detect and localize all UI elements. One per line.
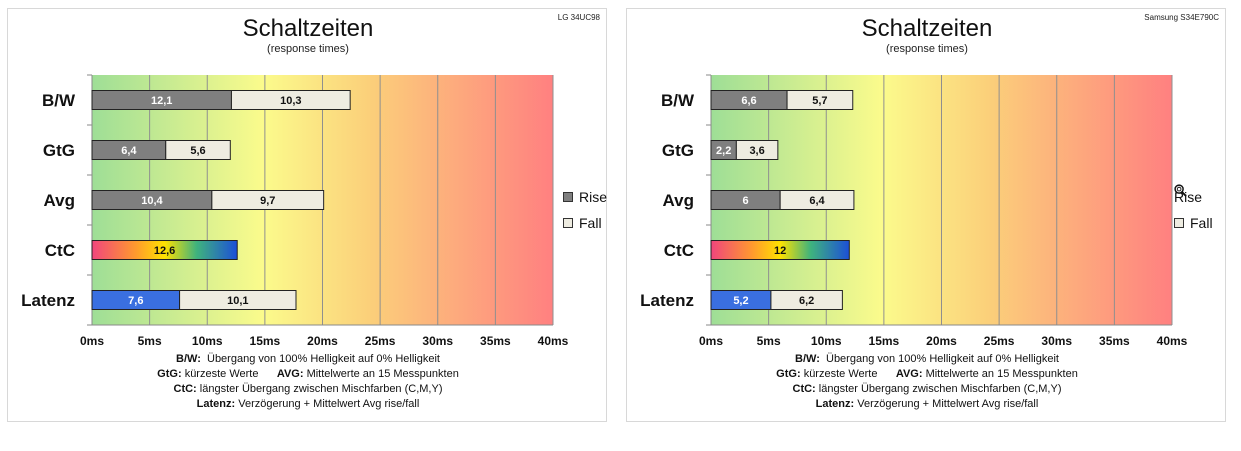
x-tick-label: 15ms xyxy=(250,334,281,348)
chart-title: Schaltzeiten xyxy=(242,15,374,42)
ctc-value-label: 12,6 xyxy=(154,245,175,257)
note-latenz: Latenz: Verzögerung + Mittelwert Avg ris… xyxy=(196,398,420,410)
x-tick-label: 15ms xyxy=(869,334,900,348)
note-gtg-avg: GtG: kürzeste Werte AVG: Mittelwerte an … xyxy=(776,368,1078,380)
legend-item-fall: Fall xyxy=(563,210,607,236)
rise-bar-value-label: 2,2 xyxy=(716,145,731,157)
category-label: CtC xyxy=(45,241,75,260)
chart-panel-right: Samsung S34E790C Schaltzeiten (response … xyxy=(626,8,1226,422)
rise-bar-value-label: 6 xyxy=(743,195,749,207)
rise-bar-value-label: 6,4 xyxy=(121,145,137,157)
fall-bar xyxy=(179,290,297,310)
x-tick-label: 5ms xyxy=(757,334,781,348)
legend-label-fall: Fall xyxy=(1190,215,1213,231)
x-tick-label: 5ms xyxy=(138,334,162,348)
category-label: B/W xyxy=(661,91,695,110)
chart-legend: Rise Fall xyxy=(1174,184,1213,236)
ctc-bar xyxy=(710,240,850,260)
category-label: GtG xyxy=(43,141,75,160)
fall-bar xyxy=(735,140,779,160)
fall-bar xyxy=(786,90,854,110)
ctc-value-label: 12 xyxy=(774,245,786,257)
note-gtg-avg: GtG: kürzeste Werte AVG: Mittelwerte an … xyxy=(157,368,459,380)
fall-bar-value-label: 3,6 xyxy=(749,145,764,157)
rise-bar-value-label: 10,4 xyxy=(141,195,163,207)
x-tick-label: 25ms xyxy=(365,334,396,348)
x-tick-label: 40ms xyxy=(538,334,569,348)
legend-item-rise: Rise xyxy=(1174,184,1213,210)
ctc-bar xyxy=(91,240,238,260)
x-tick-label: 35ms xyxy=(1099,334,1130,348)
magnifier-icon xyxy=(1174,184,1187,197)
chart-subtitle: (response times) xyxy=(267,43,349,55)
x-tick-label: 30ms xyxy=(1041,334,1072,348)
category-label: Latenz xyxy=(640,291,694,310)
monitor-model-label: LG 34UC98 xyxy=(557,13,600,22)
fall-bar xyxy=(770,290,843,310)
fall-bar xyxy=(230,90,351,110)
fall-bar-value-label: 9,7 xyxy=(260,195,275,207)
monitor-model-label: Samsung S34E790C xyxy=(1144,13,1219,22)
rise-bar-value-label: 12,1 xyxy=(151,95,172,107)
legend-item-fall: Fall xyxy=(1174,210,1213,236)
legend-label-rise: Rise xyxy=(579,189,608,205)
note-ctc: CtC: längster Übergang zwischen Mischfar… xyxy=(173,383,443,395)
fall-swatch xyxy=(563,218,573,228)
category-label: GtG xyxy=(662,141,694,160)
chart-legend: Rise Fall xyxy=(563,184,607,236)
fall-bar xyxy=(779,190,855,210)
rise-swatch xyxy=(563,192,573,202)
legend-label-fall: Fall xyxy=(579,215,602,231)
chart-notes: B/W: Übergang von 100% Helligkeit auf 0%… xyxy=(8,352,608,412)
x-tick-label: 30ms xyxy=(422,334,453,348)
response-time-chart: 0ms 5ms 10ms 15ms 20ms 25ms 30ms 35ms 40ms B/W 12,… xyxy=(21,74,569,348)
x-tick-label: 20ms xyxy=(926,334,957,348)
x-tick-label: 40ms xyxy=(1157,334,1188,348)
note-bw: B/W: Übergang von 100% Helligkeit auf 0%… xyxy=(795,353,1059,365)
x-tick-label: 0ms xyxy=(80,334,104,348)
response-time-chart: 0ms 5ms 10ms 15ms 20ms 25ms 30ms 35ms 40ms B/W 6,6… xyxy=(640,74,1188,348)
x-tick-label: 25ms xyxy=(984,334,1015,348)
chart-subtitle: (response times) xyxy=(886,43,968,55)
latenz-delay-bar-value-label: 7,6 xyxy=(128,295,143,307)
fall-bar xyxy=(211,190,325,210)
chart-panel-left: LG 34UC98 Schaltzeiten (response times) … xyxy=(7,8,607,422)
chart-notes: B/W: Übergang von 100% Helligkeit auf 0%… xyxy=(627,352,1227,412)
x-tick-label: 20ms xyxy=(307,334,338,348)
category-label: Avg xyxy=(663,191,695,210)
category-label: B/W xyxy=(42,91,76,110)
fall-bar-value-label: 10,3 xyxy=(280,95,301,107)
fall-swatch xyxy=(1174,218,1184,228)
chart-title: Schaltzeiten xyxy=(861,15,993,42)
category-label: Avg xyxy=(44,191,76,210)
fall-bar-value-label: 5,7 xyxy=(812,95,827,107)
category-label: Latenz xyxy=(21,291,75,310)
x-tick-label: 10ms xyxy=(192,334,223,348)
fall-bar-value-label: 6,4 xyxy=(809,195,825,207)
note-ctc: CtC: längster Übergang zwischen Mischfar… xyxy=(792,383,1062,395)
fall-bar-value-label: 10,1 xyxy=(227,295,248,307)
x-tick-label: 0ms xyxy=(699,334,723,348)
note-latenz: Latenz: Verzögerung + Mittelwert Avg ris… xyxy=(815,398,1039,410)
fall-bar xyxy=(165,140,231,160)
category-label: CtC xyxy=(664,241,694,260)
note-bw: B/W: Übergang von 100% Helligkeit auf 0%… xyxy=(176,353,440,365)
legend-item-rise: Rise xyxy=(563,184,607,210)
x-tick-label: 35ms xyxy=(480,334,511,348)
fall-bar-value-label: 6,2 xyxy=(799,295,814,307)
latenz-delay-bar-value-label: 5,2 xyxy=(733,295,748,307)
fall-bar-value-label: 5,6 xyxy=(190,145,205,157)
rise-bar-value-label: 6,6 xyxy=(741,95,756,107)
x-tick-label: 10ms xyxy=(811,334,842,348)
